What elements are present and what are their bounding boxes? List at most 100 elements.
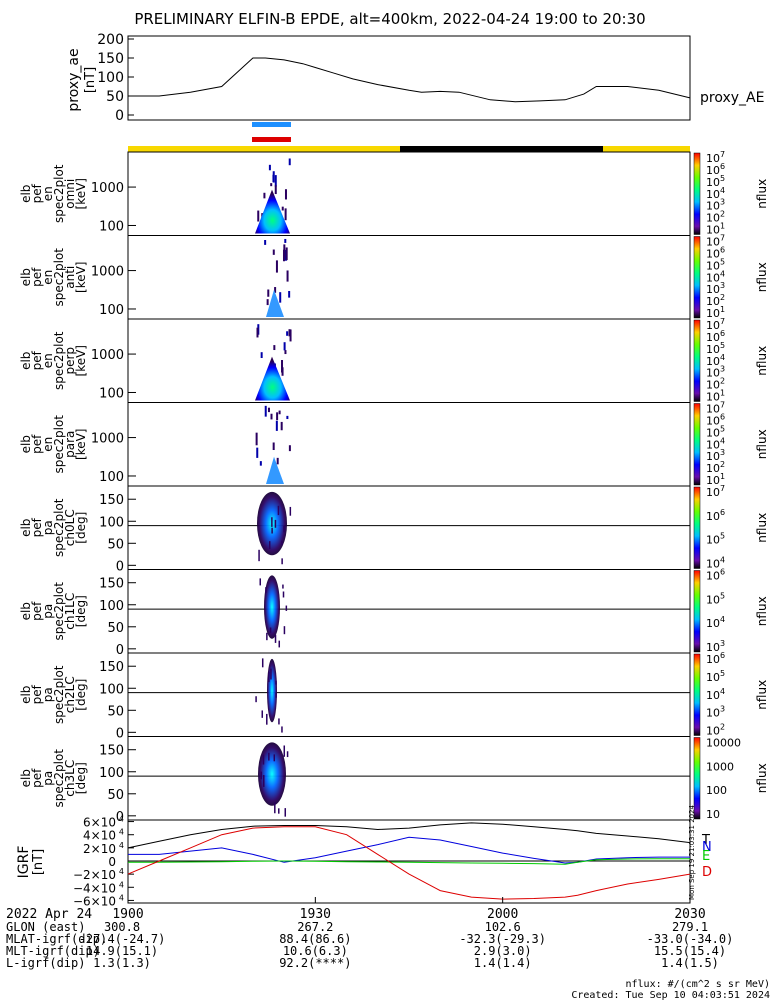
ytick-label: 50 <box>107 537 124 552</box>
ytick-label: 100 <box>99 515 124 530</box>
colorbar-label: nflux <box>755 429 769 459</box>
ae-ytick-label: 150 <box>97 51 124 67</box>
ephem-value: 1.3(1.3) <box>93 956 151 970</box>
spectrogram-pixel <box>288 291 290 298</box>
spectrogram-pixel <box>276 260 278 272</box>
spectrogram-pixel <box>289 329 291 336</box>
colorbar-tick-label: 104 <box>706 615 725 630</box>
pa-pixel <box>283 526 285 532</box>
pa-pixel <box>282 585 284 589</box>
spectrogram-panel-5: elbpefpaspec2plotch1LC[deg]1501005001061… <box>19 568 769 658</box>
spectrogram-panel-7: elbpefpaspec2plotch3LC[deg] 150 100 50 0 1000… <box>19 737 769 825</box>
chart-title: PRELIMINARY ELFIN-B EPDE, alt=400km, 202… <box>134 10 645 28</box>
colorbar-label: nflux <box>755 763 769 793</box>
igrf-ytick-label: 4×10 <box>83 829 116 843</box>
pa-pixel <box>266 714 268 725</box>
ytick-label: 100 <box>99 219 124 234</box>
ytick-label: 150 <box>99 660 124 675</box>
colorbar-tick-label: 102 <box>706 723 725 738</box>
footer-created: Created: Tue Sep 10 04:03:51 2024 <box>571 990 770 1000</box>
ytick-label: 150 <box>99 744 124 759</box>
spectrogram-pixel <box>260 461 262 466</box>
spectrogram-pixel <box>284 350 286 354</box>
igrf-legend-D: D <box>702 865 712 880</box>
igrf-side-text: Mon Sep 19 21:03:31 2024 <box>688 804 696 900</box>
pa-pixel <box>263 775 265 787</box>
colorbar-tick-label: 105 <box>706 532 725 547</box>
spectrogram-pixel <box>275 175 277 186</box>
panel-frame <box>128 403 690 487</box>
pa-pixel <box>285 808 287 817</box>
ae-ytick-label: 200 <box>97 32 124 48</box>
panel-ylabel-line: [keV] <box>74 262 88 293</box>
colorbar <box>694 571 700 653</box>
colorbar-label: nflux <box>755 179 769 209</box>
pa-pixel <box>275 681 277 685</box>
ytick-label: 0 <box>116 726 124 741</box>
ytick-label: 100 <box>99 386 124 401</box>
spectrogram-panel-6: elbpefpaspec2plotch2LC[deg] 150 100 50 0 106 1… <box>19 651 769 741</box>
ae-frame <box>128 36 690 120</box>
pa-pixel <box>275 635 277 643</box>
ae-series-line <box>128 58 690 102</box>
spectrogram-pixel <box>269 165 271 170</box>
spectrogram-pixel <box>289 158 291 165</box>
colorbar-tick-label: 104 <box>706 687 725 702</box>
panel-frame <box>128 653 690 737</box>
pa-pixel <box>269 541 271 549</box>
spectrogram-flux-core <box>266 457 284 484</box>
spectrogram-pixel <box>286 331 288 336</box>
igrf-ytick-exp: 4 <box>119 893 124 902</box>
igrf-ylabel: IGRF <box>16 846 32 879</box>
ephemeris-table: 2022 Apr 24 1900 1930 2000 2030 GLON (east) 3… <box>6 897 733 970</box>
igrf-ytick-label: 2×10 <box>83 842 116 856</box>
pa-pixel <box>284 626 286 634</box>
colorbar-tick-label: 105 <box>706 591 725 606</box>
pa-pixel <box>275 520 277 528</box>
spectrogram-pixel <box>282 207 284 211</box>
spectrogram-pixel <box>286 416 288 419</box>
science-zone-red-marker <box>252 137 291 142</box>
spectrogram-panel-3: elbpefenspec2plotpara[keV] 10001001071061… <box>19 401 769 488</box>
spectrogram-panel-0: elbpefenspec2plotomni[keV] 10001001071061… <box>19 150 769 237</box>
spectrogram-pixel <box>267 299 269 305</box>
spectrogram-pixel <box>286 247 288 260</box>
pa-pixel <box>266 633 268 640</box>
pa-pixel <box>275 693 277 698</box>
pa-flux-core <box>258 742 286 805</box>
igrf-ytick-exp: 4 <box>119 815 124 824</box>
ae-ytick-label: 100 <box>97 70 124 86</box>
spectrogram-pixel <box>256 448 258 458</box>
spectrogram-pixel <box>285 208 287 220</box>
pa-pixel <box>270 669 272 680</box>
igrf-ytick-exp: 4 <box>119 867 124 876</box>
colorbar-tick-label: 105 <box>706 669 725 684</box>
colorbar <box>694 153 700 235</box>
footer-units: nflux: #/(cm^2 s sr MeV) <box>626 979 771 990</box>
pa-pixel <box>281 558 283 564</box>
pa-flux-core <box>267 659 277 722</box>
pa-pixel <box>262 710 264 717</box>
spectrogram-pixel <box>267 290 269 297</box>
spectrogram-panel-2: elbpefenspec2plotperp[keV] 10001001071061… <box>19 317 769 404</box>
panel-ylabel-line: [deg] <box>74 679 88 711</box>
ytick-label: 1000 <box>91 181 124 196</box>
spectrogram-pixel <box>276 421 278 431</box>
spectrogram-pixel <box>264 240 266 245</box>
igrf-legend-E: E <box>702 849 710 864</box>
igrf-ytick-exp: 4 <box>119 828 124 837</box>
spectrogram-pixel <box>287 270 289 281</box>
igrf-ytick-label: −4×10 <box>73 881 116 895</box>
ytick-label: 50 <box>107 788 124 803</box>
spectrogram-pixel <box>273 442 275 450</box>
pa-pixel <box>278 718 280 724</box>
ae-ylabel: proxy_ae <box>66 48 82 111</box>
ae-ytick-label: 0 <box>115 108 124 124</box>
spectrogram-pixel <box>265 406 267 417</box>
colorbar <box>694 654 700 736</box>
panel-frame <box>128 486 690 570</box>
eclipse-bar <box>400 146 603 152</box>
ytick-label: 50 <box>107 704 124 719</box>
colorbar-label: nflux <box>755 596 769 626</box>
colorbar-tick-label: 106 <box>706 568 725 583</box>
